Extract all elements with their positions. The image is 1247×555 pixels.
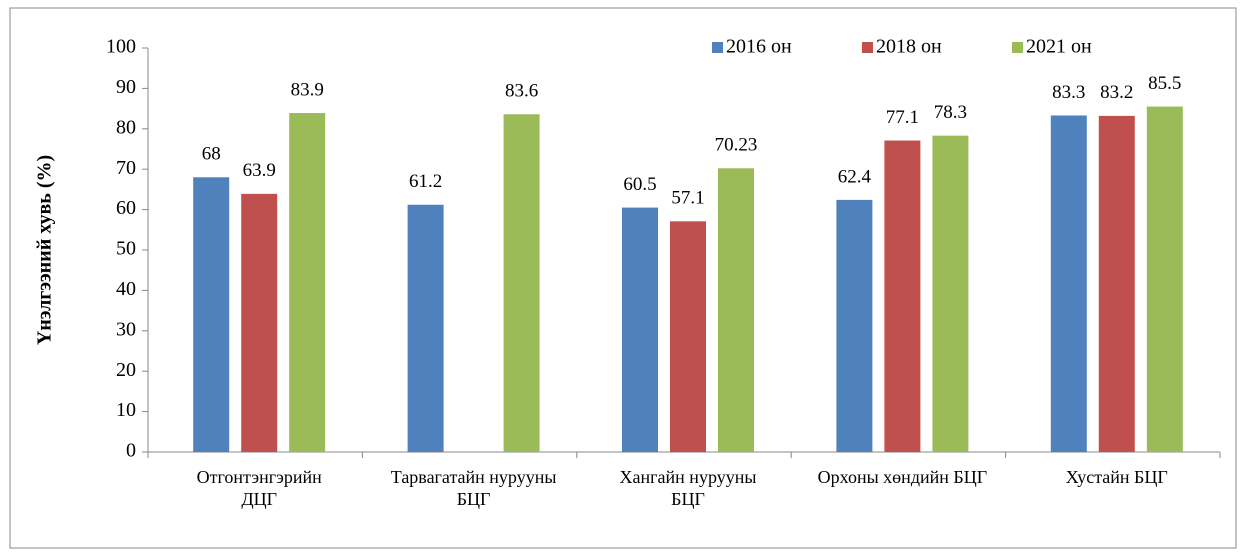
data-label: 77.1 <box>886 107 919 128</box>
bar <box>407 204 444 452</box>
data-label: 70.23 <box>715 135 758 156</box>
y-tick-label: 80 <box>116 116 136 138</box>
y-axis-label: Үнэлгээний хувь (%) <box>34 155 56 345</box>
legend-label: 2016 он <box>726 36 792 58</box>
x-tick-label: Тарвагатайн нурууны БЦГ <box>390 467 557 509</box>
y-tick-label: 60 <box>116 197 136 219</box>
x-tick-label: Отгонтэнгэрийн ДЦГ <box>196 467 322 509</box>
data-label: 83.2 <box>1100 82 1133 103</box>
bar <box>289 113 326 452</box>
x-tick-label: Орхоны хөндийн БЦГ <box>817 467 988 487</box>
data-label: 63.9 <box>243 160 276 181</box>
data-label: 68 <box>202 144 221 165</box>
chart-border <box>9 7 1237 549</box>
bar <box>718 168 754 452</box>
bar <box>1146 106 1183 452</box>
data-label: 78.3 <box>934 102 967 123</box>
legend-swatch <box>712 42 723 53</box>
bar <box>836 199 873 452</box>
x-tick-label: Хангайн нурууны БЦГ <box>619 467 757 509</box>
legend-label: 2021 он <box>1026 36 1092 58</box>
x-tick-label: Хустайн БЦГ <box>1065 467 1168 487</box>
y-tick-label: 40 <box>116 278 136 300</box>
data-label: 83.6 <box>505 81 538 102</box>
y-tick-label: 50 <box>116 238 136 260</box>
bar <box>622 207 658 452</box>
data-label: 62.4 <box>838 166 872 187</box>
y-tick-label: 10 <box>116 399 136 421</box>
bar <box>193 177 230 452</box>
bar <box>241 193 278 452</box>
data-label: 57.1 <box>671 188 704 209</box>
bar <box>670 221 706 452</box>
y-tick-label: 20 <box>116 359 136 381</box>
data-label: 83.3 <box>1052 82 1085 103</box>
bar <box>503 114 540 453</box>
bar <box>1050 115 1087 452</box>
y-tick-label: 0 <box>126 440 136 462</box>
y-tick-label: 30 <box>116 318 136 340</box>
bar <box>884 140 921 453</box>
legend-label: 2018 он <box>876 36 942 58</box>
data-label: 60.5 <box>623 174 656 195</box>
y-tick-label: 70 <box>116 157 136 179</box>
data-label: 85.5 <box>1148 73 1181 94</box>
bar <box>932 135 969 452</box>
legend-swatch <box>1012 42 1023 53</box>
bar <box>1098 115 1135 452</box>
y-tick-label: 90 <box>116 76 136 98</box>
data-label: 61.2 <box>409 171 442 192</box>
legend-swatch <box>862 42 873 53</box>
y-tick-label: 100 <box>106 36 136 58</box>
data-label: 83.9 <box>291 79 324 100</box>
